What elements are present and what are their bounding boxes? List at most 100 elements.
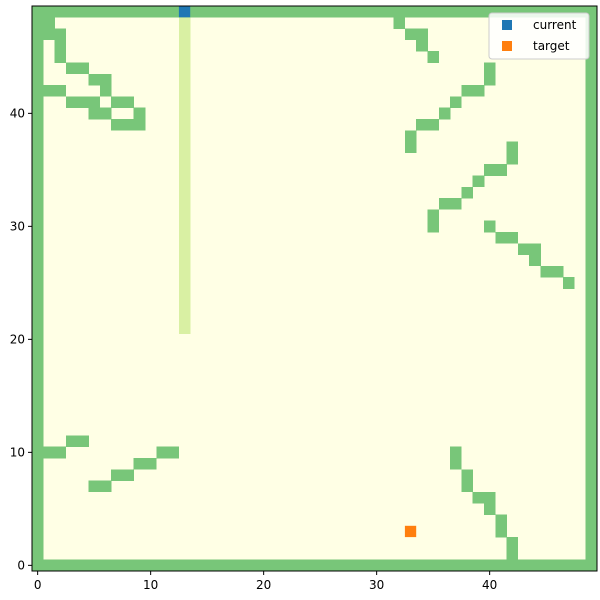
wall-cell xyxy=(145,458,157,470)
path-cell xyxy=(178,311,191,323)
wall-cell xyxy=(269,559,281,572)
wall-cell xyxy=(291,559,304,572)
wall-cell xyxy=(99,107,112,120)
wall-cell xyxy=(32,152,44,165)
wall-cell xyxy=(88,73,101,86)
wall-cell xyxy=(506,559,519,572)
wall-cell xyxy=(416,559,428,572)
path-cell xyxy=(178,62,191,75)
wall-cell xyxy=(585,141,598,154)
wall-cell xyxy=(325,6,338,18)
wall-cell xyxy=(585,28,598,41)
wall-cell xyxy=(585,514,598,527)
wall-cell xyxy=(585,198,598,210)
wall-cell xyxy=(32,548,44,560)
wall-cell xyxy=(495,232,507,244)
wall-cell xyxy=(32,51,44,63)
wall-cell xyxy=(291,6,304,18)
wall-cell xyxy=(111,6,123,18)
wall-cell xyxy=(393,17,406,29)
wall-cell xyxy=(427,559,440,572)
wall-cell xyxy=(133,107,146,120)
wall-cell xyxy=(32,333,44,346)
wall-cell xyxy=(585,175,598,188)
wall-cell xyxy=(111,119,123,131)
wall-cell xyxy=(506,537,519,549)
wall-cell xyxy=(122,469,134,481)
wall-cell xyxy=(167,6,180,18)
wall-cell xyxy=(32,141,44,154)
wall-cell xyxy=(99,6,112,18)
path-cell xyxy=(178,164,191,176)
wall-cell xyxy=(484,62,496,75)
wall-cell xyxy=(32,424,44,436)
wall-cell xyxy=(461,186,473,199)
x-tick-label: 20 xyxy=(256,578,271,592)
path-cell xyxy=(178,39,191,52)
wall-cell xyxy=(122,96,134,108)
wall-cell xyxy=(416,119,428,131)
wall-cell xyxy=(495,6,507,18)
wall-cell xyxy=(585,469,598,481)
wall-cell xyxy=(167,446,180,459)
path-cell xyxy=(178,220,191,233)
wall-cell xyxy=(495,164,507,176)
wall-cell xyxy=(585,96,598,108)
wall-cell xyxy=(450,458,462,470)
x-tick-label: 0 xyxy=(34,578,42,592)
axis-ticks: 0 10 20 30 40 0 10 20 30 40 xyxy=(10,106,498,592)
path-cell xyxy=(178,96,191,108)
grid-cells xyxy=(32,6,598,572)
grid-background xyxy=(32,6,597,571)
wall-cell xyxy=(224,6,236,18)
wall-cell xyxy=(99,559,112,572)
wall-cell xyxy=(461,469,473,481)
wall-cell xyxy=(529,559,541,572)
wall-cell xyxy=(585,333,598,346)
wall-cell xyxy=(382,6,394,18)
path-cell xyxy=(178,265,191,278)
wall-cell xyxy=(314,6,327,18)
x-tick-label: 30 xyxy=(369,578,384,592)
y-tick-label: 0 xyxy=(17,558,25,572)
wall-cell xyxy=(133,559,146,572)
wall-cell xyxy=(585,525,598,538)
wall-cell xyxy=(585,435,598,447)
wall-cell xyxy=(32,311,44,323)
wall-cell xyxy=(461,559,473,572)
wall-cell xyxy=(32,559,44,572)
wall-cell xyxy=(190,559,202,572)
wall-cell xyxy=(551,559,564,572)
wall-cell xyxy=(404,28,417,41)
wall-cell xyxy=(32,17,44,29)
wall-cell xyxy=(32,469,44,481)
wall-cell xyxy=(65,559,78,572)
wall-cell xyxy=(32,28,44,41)
wall-cell xyxy=(585,458,598,470)
wall-cell xyxy=(585,85,598,97)
wall-cell xyxy=(65,62,78,75)
path-cell xyxy=(178,152,191,165)
wall-cell xyxy=(54,28,67,41)
wall-cell xyxy=(156,446,168,459)
wall-cell xyxy=(32,299,44,312)
wall-cell xyxy=(517,6,530,18)
wall-cell xyxy=(585,503,598,515)
wall-cell xyxy=(99,480,112,493)
legend-box xyxy=(488,12,590,60)
wall-cell xyxy=(371,6,383,18)
wall-cell xyxy=(540,265,553,278)
wall-cell xyxy=(133,6,146,18)
current-legend-label: current xyxy=(533,18,577,32)
wall-cell xyxy=(404,130,417,142)
wall-cell xyxy=(32,119,44,131)
wall-cell xyxy=(461,480,473,493)
wall-cell xyxy=(585,378,598,391)
wall-cell xyxy=(427,119,440,131)
wall-cell xyxy=(585,356,598,368)
wall-cell xyxy=(32,265,44,278)
wall-cell xyxy=(585,288,598,301)
wall-cell xyxy=(77,96,89,108)
wall-cell xyxy=(32,480,44,493)
wall-cell xyxy=(325,559,338,572)
